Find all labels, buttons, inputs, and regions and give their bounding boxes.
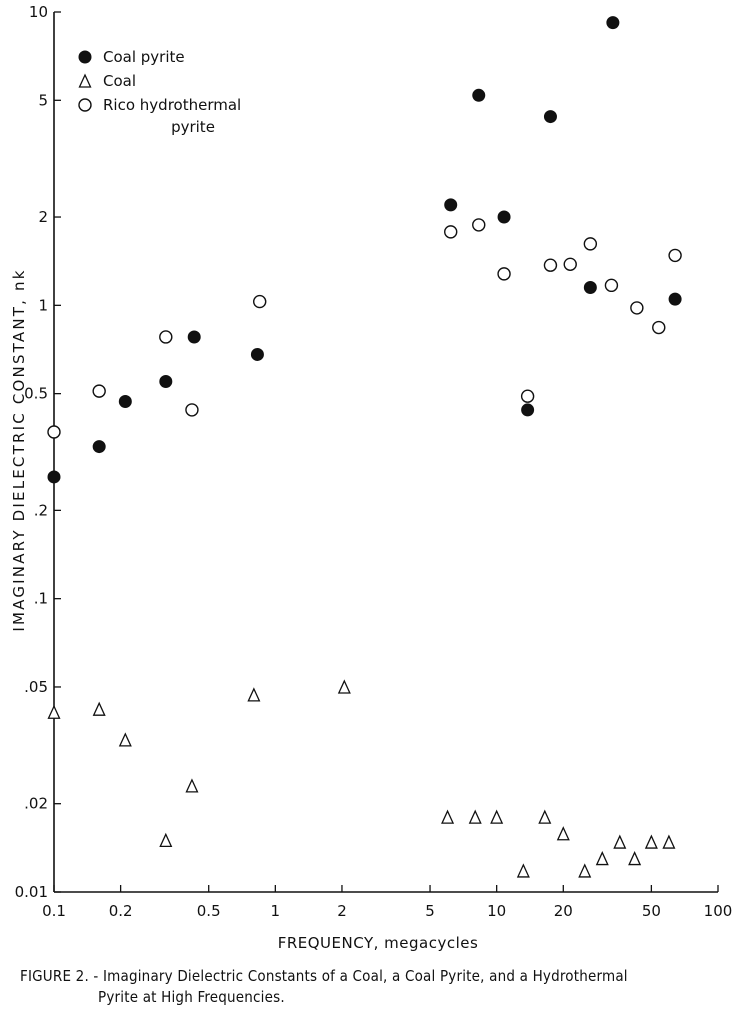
legend-marker (78, 98, 92, 112)
coal-pyrite-point (472, 88, 486, 102)
coal-point (595, 851, 609, 866)
y-tick-label: 10 (29, 3, 48, 21)
x-tick-label: 0.5 (197, 902, 221, 920)
coal-point (468, 809, 482, 824)
x-tick-label: 0.1 (42, 902, 66, 920)
x-tick-label: 5 (425, 902, 435, 920)
rico-hydrothermal-pyrite-point (159, 330, 173, 344)
coal-point (185, 778, 199, 793)
coal-pyrite-point (668, 292, 682, 306)
coal-pyrite-point (187, 330, 201, 344)
x-axis-label: FREQUENCY, megacycles (278, 934, 479, 952)
y-axis-label: IMAGINARY DIELECTRIC CONSTANT, nk (10, 268, 28, 631)
rico-hydrothermal-pyrite-point (604, 278, 619, 293)
rico-hydrothermal-pyrite-point (543, 258, 558, 272)
coal-pyrite-point (444, 198, 458, 212)
y-tick-label: .02 (24, 795, 48, 813)
coal-pyrite-point (543, 110, 557, 124)
legend-label: Rico hydrothermal (103, 96, 241, 114)
y-tick-label: 1 (38, 296, 48, 314)
coal-point (441, 809, 455, 824)
caption-line-1: FIGURE 2. - Imaginary Dielectric Constan… (20, 967, 628, 985)
coal-pyrite-point (521, 403, 535, 417)
rico-hydrothermal-pyrite-point (185, 403, 199, 417)
scatter-chart: 0.1 0.2 0.5 1 2 5 10 20 50 100 0.01 .02 .05 .1 .2 0.5 1 2… (10, 3, 733, 952)
coal-point (556, 826, 570, 841)
rico-hydrothermal-pyrite-point (444, 225, 458, 239)
coal-pyrite-point (92, 440, 106, 454)
x-tick-label: 2 (337, 902, 347, 920)
x-tick-label: 100 (704, 902, 733, 920)
figure-caption: FIGURE 2. - Imaginary Dielectric Constan… (20, 966, 740, 1008)
rico-hydrothermal-pyrite-point (253, 294, 267, 309)
coal-point (516, 863, 530, 878)
coal-point (628, 851, 642, 866)
y-tick-label: .2 (34, 501, 48, 519)
x-tick-label: 1 (271, 902, 281, 920)
rico-hydrothermal-pyrite-point (520, 389, 535, 403)
coal-point (118, 732, 132, 747)
x-tick-label: 0.2 (109, 902, 133, 920)
legend-label: Coal pyrite (103, 48, 185, 66)
coal-point (92, 701, 106, 716)
x-tick-label: 20 (554, 902, 573, 920)
y-tick-label: .1 (34, 590, 48, 608)
x-tick-label: 10 (487, 902, 506, 920)
rico-hydrothermal-pyrite-point (652, 320, 666, 335)
rico-hydrothermal-pyrite-point (583, 237, 598, 251)
y-tick-label: 2 (38, 208, 48, 226)
coal-pyrite-point (250, 347, 264, 361)
y-tick-label: 0.01 (15, 883, 48, 901)
legend-label: Coal (103, 72, 136, 90)
coal-point (337, 679, 351, 694)
coal-pyrite-point (606, 16, 620, 30)
coal-point (247, 687, 261, 702)
coal-point (538, 809, 552, 824)
y-tick-label: 0.5 (24, 385, 48, 403)
x-tick-label: 50 (642, 902, 661, 920)
legend-marker (78, 50, 92, 64)
coal-point (159, 832, 173, 847)
coal-point (644, 834, 658, 849)
data-points (47, 16, 682, 878)
chart-legend: Coal pyrite Coal Rico hydrothermal pyrite (78, 48, 241, 136)
rico-hydrothermal-pyrite-point (668, 248, 682, 263)
coal-pyrite-point (497, 210, 511, 224)
coal-pyrite-point (159, 374, 173, 388)
coal-point (490, 809, 504, 824)
axis-ticks (53, 11, 719, 893)
legend-marker (78, 73, 92, 88)
coal-pyrite-point (118, 395, 132, 409)
coal-point (47, 704, 61, 719)
caption-line-2: Pyrite at High Frequencies. (98, 988, 285, 1006)
coal-point (613, 834, 627, 849)
coal-pyrite-point (47, 470, 61, 484)
axis-tick-labels: 0.1 0.2 0.5 1 2 5 10 20 50 100 0.01 .02 .05 .1 .2 0.5 1 2… (15, 3, 733, 920)
plot-axes (53, 12, 718, 893)
coal-point (578, 863, 592, 878)
rico-hydrothermal-pyrite-point (563, 257, 577, 272)
y-tick-label: 5 (38, 91, 48, 109)
y-tick-label: .05 (24, 678, 48, 696)
coal-pyrite-point (583, 281, 597, 295)
rico-hydrothermal-pyrite-point (497, 267, 511, 281)
rico-hydrothermal-pyrite-point (472, 218, 486, 232)
rico-hydrothermal-pyrite-point (630, 301, 644, 315)
coal-point (662, 834, 676, 849)
rico-hydrothermal-pyrite-point (92, 384, 106, 398)
rico-hydrothermal-pyrite-point (47, 425, 61, 439)
legend-label: pyrite (171, 118, 215, 136)
